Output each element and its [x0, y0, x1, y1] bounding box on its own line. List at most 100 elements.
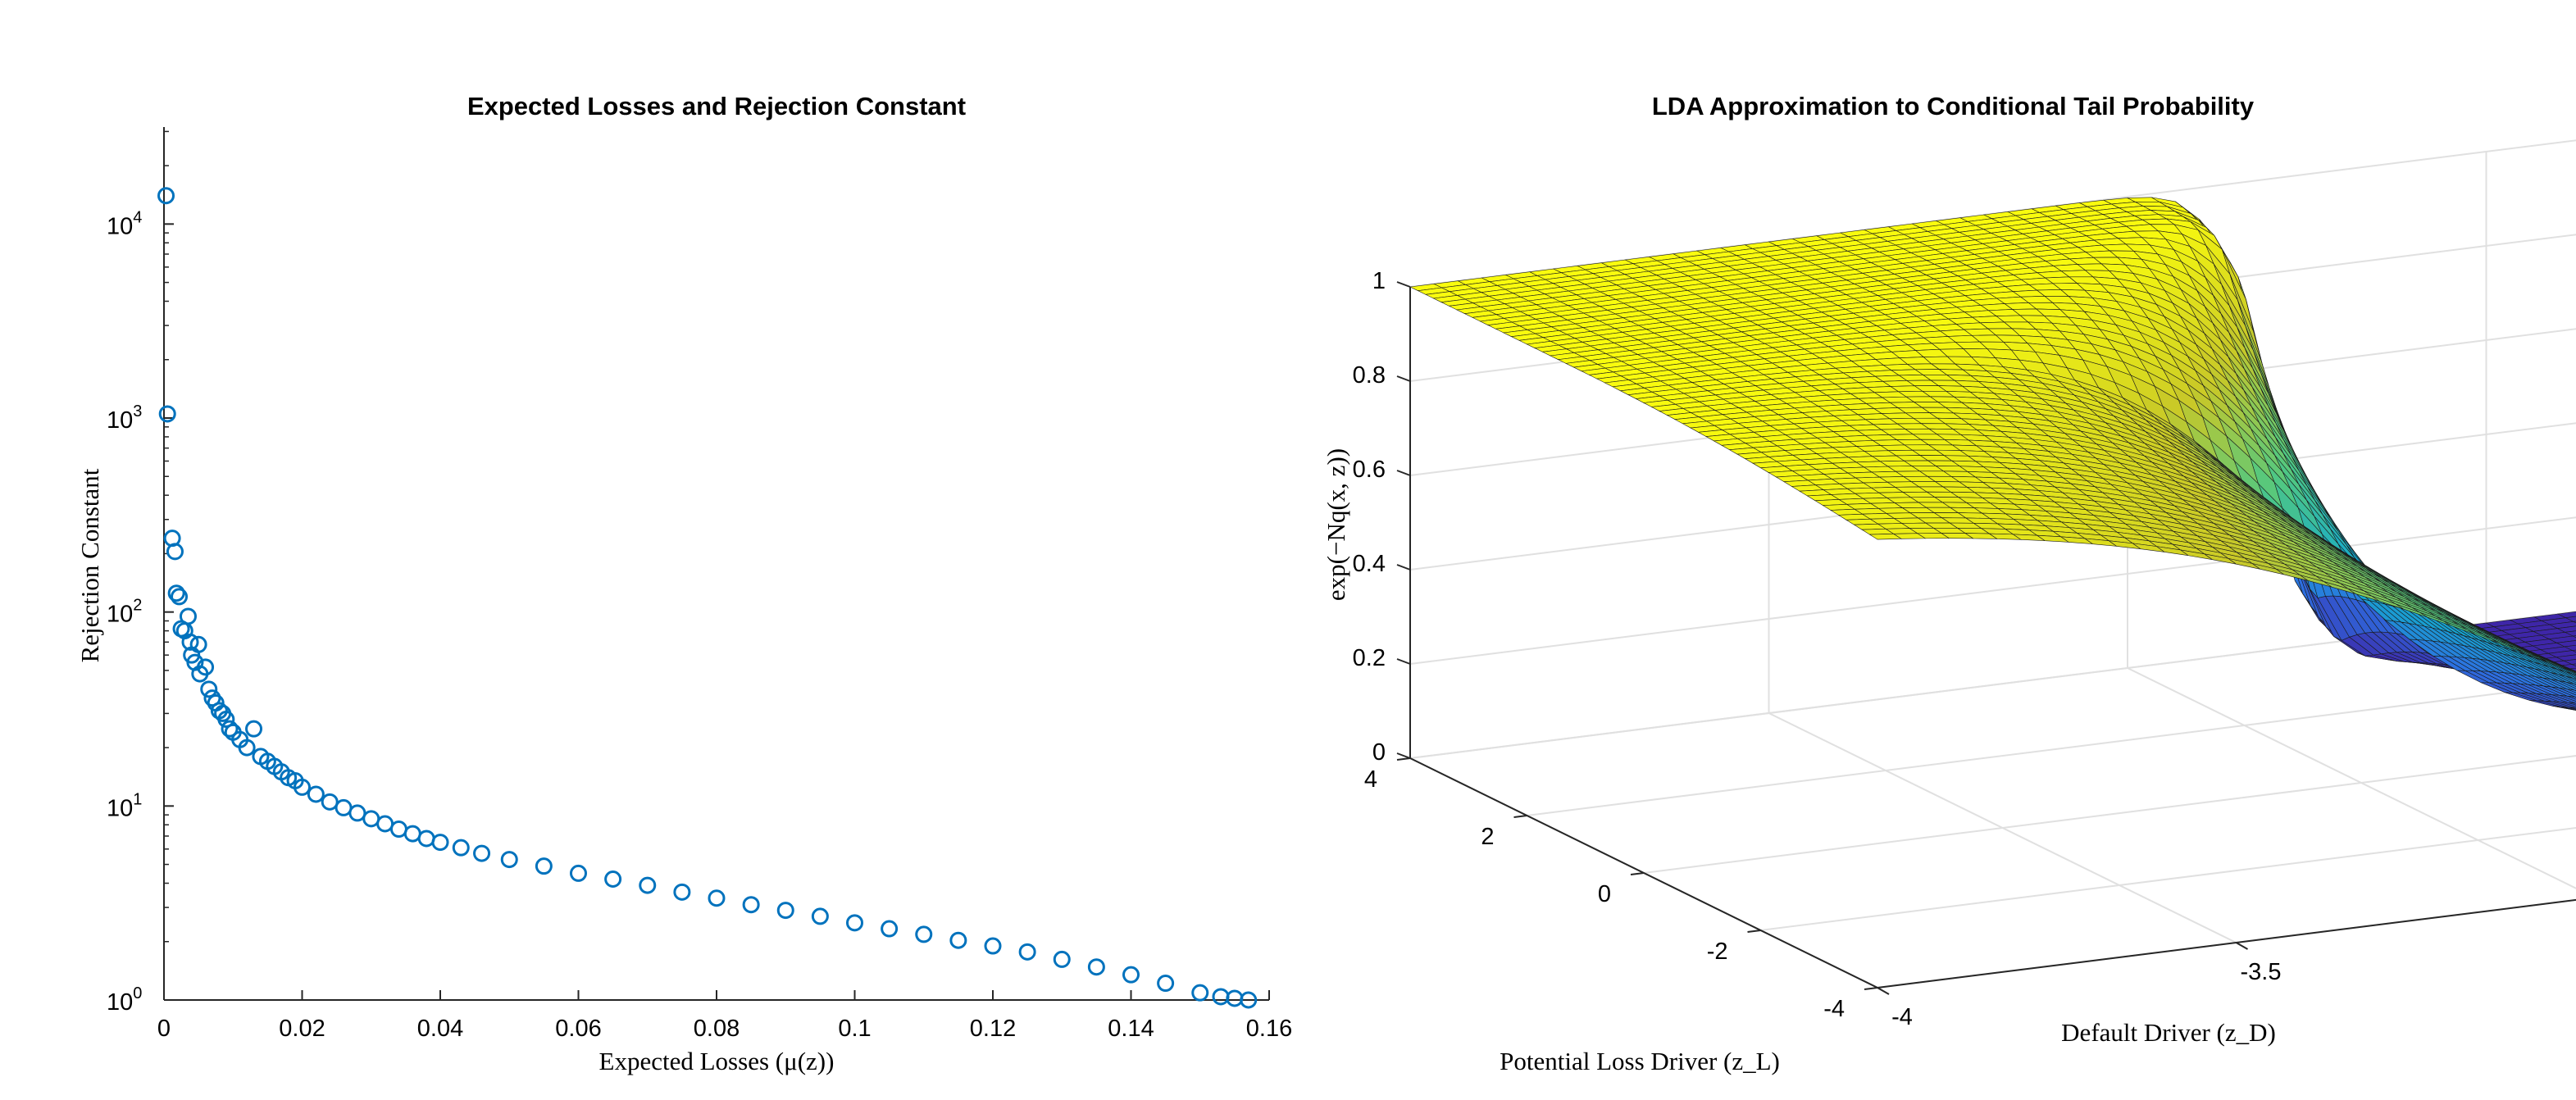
scatter-x-tick-label: 0.04 — [417, 1016, 463, 1042]
scatter-point — [431, 834, 449, 852]
surface-patch — [2566, 689, 2576, 693]
scatter-point — [197, 658, 215, 676]
scatter-point — [179, 607, 197, 625]
surface-z-tick-label: 1 — [1372, 268, 1386, 294]
surface-patch — [2556, 640, 2576, 648]
surface-z-tick-label: 0.6 — [1353, 457, 1386, 483]
surface-patch — [2571, 649, 2576, 653]
scatter-point — [604, 870, 622, 888]
scatter-y-tick-label: 100 — [107, 984, 142, 1016]
surface-z-tick-label: 0 — [1372, 739, 1386, 766]
surface-x-tick-label: -4 — [1891, 1004, 1913, 1030]
scatter-point — [811, 907, 829, 925]
surface-patch — [2574, 678, 2576, 680]
scatter-x-tick-label: 0.14 — [1108, 1016, 1154, 1042]
surface-z-tick — [1396, 658, 1411, 665]
scatter-points — [157, 187, 1258, 1009]
scatter-y-tick-label: 101 — [107, 790, 142, 821]
scatter-point — [500, 851, 518, 869]
surface-patch — [2558, 674, 2576, 684]
scatter-point — [321, 793, 339, 811]
scatter-point — [915, 925, 933, 943]
surface-patch — [2559, 687, 2576, 696]
surface-z-tick — [1396, 375, 1411, 382]
scatter-x-tick-label: 0 — [157, 1016, 171, 1042]
surface-patch — [2565, 671, 2576, 677]
surface-patch — [2574, 684, 2576, 685]
scatter-point — [535, 857, 553, 875]
scatter-point — [570, 864, 587, 882]
scatter-chart-title: Expected Losses and Rejection Constant — [467, 92, 966, 120]
surface-y-tick — [1513, 815, 1527, 818]
scatter-y-tick-label: 102 — [107, 597, 142, 628]
scatter-point — [1087, 958, 1105, 976]
surface-grid-line — [1527, 683, 2576, 816]
surface-patch — [2567, 695, 2576, 700]
surface-y-tick-label: 0 — [1598, 881, 1611, 907]
surface-chart-title: LDA Approximation to Conditional Tail Pr… — [1652, 92, 2255, 120]
scatter-x-tick-label: 0.06 — [555, 1016, 601, 1042]
surface-patch — [2558, 680, 2576, 689]
surface-y-axis-label: Potential Loss Driver (z_L) — [1500, 1047, 1780, 1075]
scatter-point — [307, 785, 325, 803]
surface-y-tick — [1396, 757, 1411, 761]
scatter-x-tick-label: 0.16 — [1246, 1016, 1292, 1042]
scatter-point — [1157, 975, 1175, 993]
scatter-point — [949, 931, 967, 949]
scatter-x-tick-label: 0.12 — [970, 1016, 1016, 1042]
surface-z-tick — [1396, 564, 1411, 570]
scatter-point — [1018, 943, 1036, 961]
scatter-point — [1191, 984, 1209, 1002]
surface-patch — [2555, 654, 2576, 661]
surface-x-axis-line — [1877, 898, 2576, 989]
surface-x-axis-label: Default Driver (z_D) — [2061, 1018, 2276, 1047]
scatter-point — [1240, 991, 1258, 1009]
scatter-x-tick-label: 0.02 — [279, 1016, 325, 1042]
scatter-point — [217, 711, 235, 729]
surface-patch — [2552, 706, 2576, 711]
scatter-point — [1053, 950, 1071, 968]
scatter-y-tick-label: 103 — [107, 402, 142, 434]
surface-y-tick-label: -2 — [1707, 939, 1728, 965]
surface-grid-line — [1409, 516, 2576, 665]
scatter-point — [473, 844, 491, 862]
surface-patch — [2565, 616, 2576, 622]
surface-x-tick — [1877, 987, 1890, 995]
surface-patch — [2556, 625, 2576, 633]
surface-patch — [2560, 707, 2576, 711]
scatter-point — [742, 896, 760, 914]
surface-patch — [2568, 707, 2576, 710]
scatter-point — [200, 680, 218, 698]
surface-y-tick — [1864, 987, 1878, 990]
surface-mesh — [1409, 197, 2576, 711]
scatter-y-axis-label: Rejection Constant — [75, 468, 104, 662]
surface-z-tick-label: 0.2 — [1353, 645, 1386, 671]
scatter-chart: Expected Losses and Rejection Constant 0… — [75, 92, 1292, 1075]
scatter-point — [166, 543, 184, 561]
surface-grid-line — [1760, 826, 2576, 931]
scatter-x-tick-label: 0.1 — [838, 1016, 871, 1042]
surface-patch — [2560, 695, 2576, 702]
scatter-point — [452, 839, 470, 857]
scatter-axes: 0 0.02 0.04 0.06 0.08 0.1 0.12 0.14 0.16 100 101 10… — [107, 127, 1292, 1042]
scatter-y-tick-label: 104 — [107, 208, 142, 239]
surface-patch — [2564, 644, 2576, 651]
scatter-point — [171, 588, 189, 606]
scatter-point — [1122, 966, 1140, 984]
scatter-point — [846, 914, 863, 932]
surface-z-tick — [1396, 470, 1411, 476]
surface-patch — [2566, 682, 2576, 687]
surface-y-tick — [1747, 930, 1761, 933]
scatter-point — [221, 720, 239, 738]
surface-patch — [2570, 663, 2576, 667]
surface-patch — [2560, 702, 2576, 707]
surface-patch — [2557, 669, 2576, 679]
surface-patch — [2552, 701, 2576, 709]
surface-grid-line — [1643, 755, 2576, 874]
scatter-point — [984, 937, 1002, 955]
scatter-point — [181, 633, 199, 651]
surface-patch — [2568, 702, 2576, 706]
